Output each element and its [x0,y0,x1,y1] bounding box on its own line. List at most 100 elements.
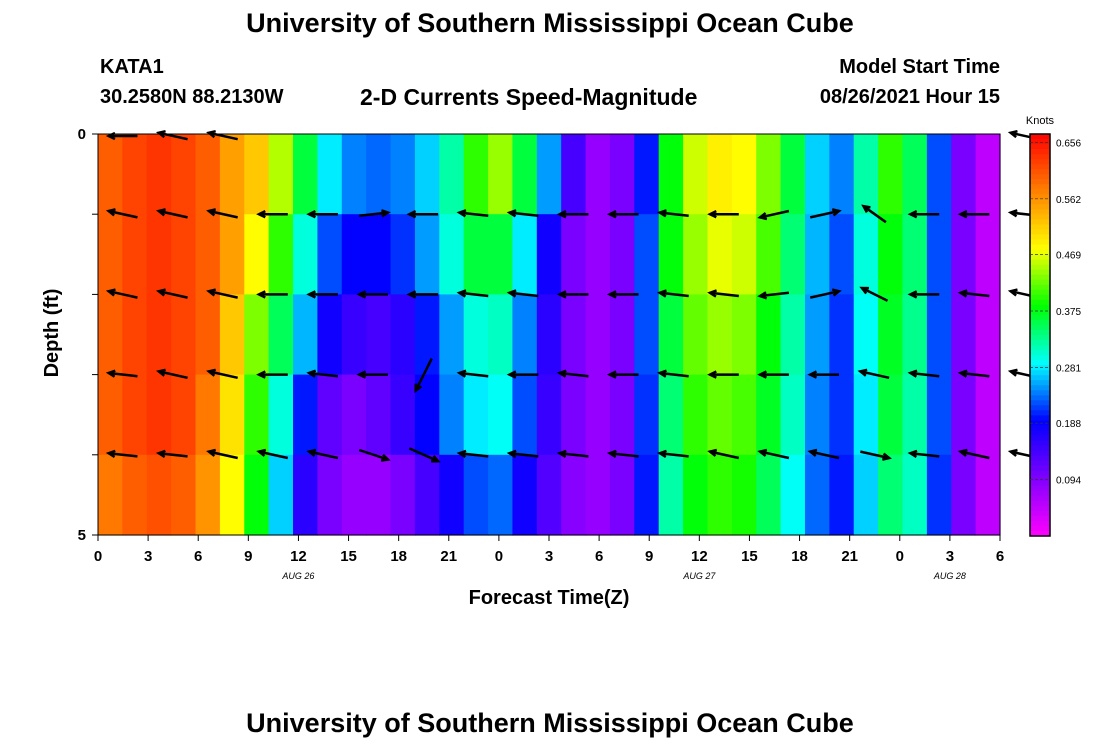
x-tick-label: 6 [996,548,1004,565]
heat-cell [439,134,465,215]
x-date-label: AUG 27 [682,571,716,581]
x-tick-label: 15 [340,548,357,565]
current-arrow [306,210,338,219]
heat-cell [195,294,221,376]
heat-cell [293,454,319,536]
x-axis-label: Forecast Time(Z) [469,587,630,609]
heat-cell [293,294,319,376]
heat-cell [244,374,270,456]
colorbar-segment [1030,304,1050,311]
colorbar-segment [1030,475,1050,482]
colorbar-segment [1030,380,1050,386]
x-date-label: AUG 26 [281,571,314,581]
current-arrow [757,370,789,379]
heat-cell [536,374,562,456]
colorbar-segment [1030,139,1050,145]
heat-cell [268,374,294,456]
x-tick-label: 21 [440,548,457,565]
x-tick-label: 18 [390,548,407,565]
current-vectors [105,129,1040,463]
heat-cell [512,134,538,215]
colorbar-segment [1030,410,1050,416]
heat-cell [975,214,1001,295]
x-tick-label: 15 [741,548,758,565]
heat-cell [609,214,635,295]
heat-cell [829,134,855,215]
colorbar-segment [1030,350,1050,356]
heat-cell [439,374,465,456]
page-title: University of Southern Mississippi Ocean… [246,8,854,38]
heat-cell [951,454,977,536]
current-arrow [907,210,940,219]
heat-cell [414,294,440,376]
current-arrow [859,286,889,302]
heat-cell [951,134,977,215]
colorbar-segment [1030,445,1050,452]
heat-cell [98,374,123,456]
heat-cell [390,134,416,215]
current-arrow [907,290,940,299]
heat-cell [658,454,684,536]
heat-cell [609,454,635,536]
colorbar-segment [1030,335,1050,341]
heat-cell [853,374,879,456]
heat-cell [829,294,855,376]
heat-cell [634,134,660,215]
colorbar-segment [1030,254,1050,261]
colorbar-segment [1030,515,1050,522]
heat-cell [488,454,514,536]
heat-cell [707,454,733,536]
heat-cell [634,214,660,295]
x-axis: 0 3 6 9 12 15 18 21 0 3 6 9 12 15 18 21 0 3 6 AUG 26 AUG 27 A… [94,535,1004,581]
heat-cell [878,374,904,456]
current-arrow [707,210,739,219]
current-arrow [907,449,940,458]
current-arrow [757,448,790,460]
current-arrow [206,288,238,299]
heat-cell [683,454,709,536]
current-arrow [155,288,188,299]
heat-cell [98,214,123,295]
heat-cell [561,374,587,456]
heat-cell [683,134,709,215]
heatmap-cells [98,134,1001,536]
colorbar-segment [1030,204,1050,210]
current-arrow [707,289,739,298]
heat-cell [707,294,733,376]
heat-cell [171,454,197,536]
colorbar-segment [1030,435,1050,442]
colorbar-segment [1030,460,1050,467]
colorbar-segment [1030,314,1050,321]
colorbar-unit: Knots [1026,115,1055,127]
current-arrow [807,370,840,379]
heat-cell [366,294,392,376]
colorbar-segment [1030,159,1050,165]
current-arrow [807,448,840,460]
heat-cell [609,374,635,456]
current-arrow [408,447,441,463]
colorbar-segment [1030,274,1050,281]
heat-cell [804,374,830,456]
heat-cell [244,454,270,536]
current-arrow [256,370,288,379]
heat-cell [341,214,367,295]
x-tick-label: 12 [691,548,708,565]
heat-cell [536,454,562,536]
current-arrow [757,291,790,300]
colorbar-segment [1030,244,1050,251]
heat-cell [244,134,270,215]
heat-cell [902,374,928,456]
heat-cell [122,134,148,215]
colorbar-segment [1030,340,1050,346]
heat-cell [926,374,952,456]
heat-cell [414,214,440,295]
x-tick-label: 0 [896,548,904,565]
heat-cell [341,134,367,215]
colorbar-segment [1030,164,1050,170]
heat-cell [561,134,587,215]
current-arrow [306,290,338,299]
colorbar-segment [1030,264,1050,271]
heat-cell [268,454,294,536]
current-arrow [358,448,391,462]
